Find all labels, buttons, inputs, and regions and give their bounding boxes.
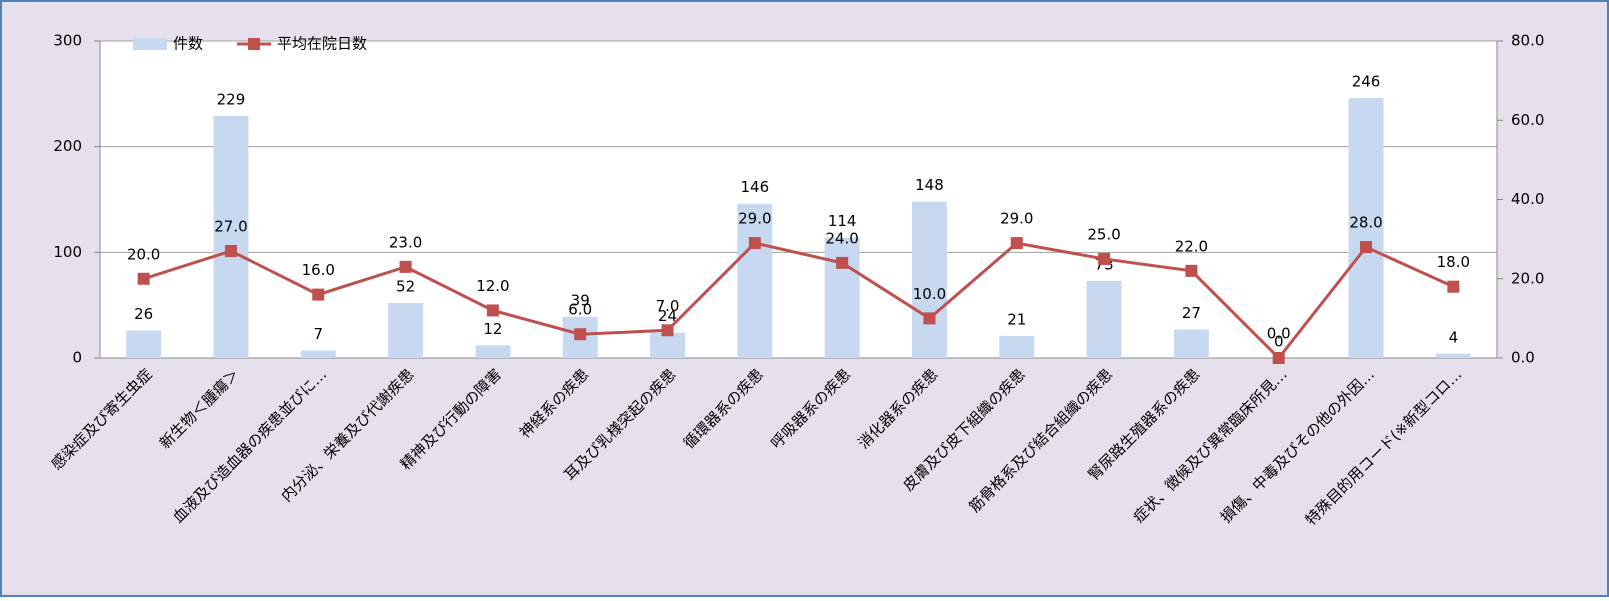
line-marker — [748, 237, 761, 250]
bar-value-label: 39 — [571, 291, 590, 309]
line-marker — [574, 328, 587, 341]
line-marker — [1447, 280, 1460, 293]
bar-value-label: 114 — [828, 212, 857, 230]
bar-value-label: 24 — [658, 307, 677, 325]
bar-value-label: 229 — [217, 91, 246, 109]
bar — [126, 330, 162, 358]
bar-value-label: 0 — [1274, 333, 1284, 351]
legend-label: 平均在院日数 — [277, 35, 367, 53]
bar — [737, 203, 773, 358]
line-value-label: 27.0 — [214, 218, 247, 236]
bar-value-label: 148 — [915, 176, 944, 194]
bar — [912, 201, 947, 358]
line-value-label: 24.0 — [825, 229, 858, 247]
y-tick-label: 100 — [53, 243, 82, 261]
line-value-label: 0.0 — [1267, 325, 1291, 343]
line-marker — [1010, 237, 1023, 250]
legend-label: 件数 — [173, 35, 203, 53]
line-value-label: 25.0 — [1087, 225, 1120, 243]
bar — [1173, 329, 1209, 358]
line-value-label: 6.0 — [568, 301, 592, 319]
line-value-label: 28.0 — [1349, 214, 1382, 232]
y-tick-label: 200 — [53, 137, 82, 155]
bar-value-label: 7 — [314, 325, 324, 343]
line-marker — [224, 245, 237, 258]
bar-value-label: 26 — [134, 305, 153, 323]
line — [143, 241, 1454, 361]
bar-value-label: 52 — [396, 278, 415, 296]
line-value-label: 7.0 — [656, 297, 680, 315]
bar — [1435, 353, 1471, 358]
y-tick-label: 0 — [72, 349, 82, 367]
line-value-label: 29.0 — [738, 210, 771, 228]
line-value-label: 18.0 — [1437, 253, 1470, 271]
legend-swatch — [133, 38, 167, 50]
bar — [1086, 280, 1122, 358]
y2-tick-label: 80.0 — [1511, 32, 1544, 50]
line-value-label: 12.0 — [476, 277, 509, 295]
line-marker — [1185, 264, 1198, 277]
bar — [650, 332, 685, 358]
line-marker — [1098, 252, 1111, 265]
bar-value-label: 246 — [1352, 73, 1381, 91]
line-value-label: 16.0 — [302, 261, 335, 279]
line-value-label: 20.0 — [127, 245, 160, 263]
line-marker — [486, 304, 499, 317]
bar-value-label: 146 — [741, 178, 770, 196]
bar — [300, 350, 336, 358]
y2-tick-label: 0.0 — [1511, 349, 1535, 367]
line-marker — [661, 324, 674, 337]
y2-tick-label: 60.0 — [1511, 111, 1544, 129]
line-value-label: 29.0 — [1000, 210, 1033, 228]
line-marker — [923, 312, 936, 325]
bar — [824, 237, 860, 358]
legend-swatch — [248, 38, 261, 50]
line-marker — [399, 260, 412, 273]
bar — [388, 303, 424, 358]
y2-tick-label: 40.0 — [1511, 190, 1544, 208]
bar-value-label: 4 — [1449, 328, 1459, 346]
line-marker — [836, 256, 849, 269]
plot-area — [100, 41, 1497, 358]
line-value-label: 10.0 — [913, 285, 946, 303]
line-value-label: 23.0 — [389, 233, 422, 251]
bar — [213, 116, 249, 358]
bar — [1348, 98, 1384, 358]
line-marker — [1360, 241, 1373, 254]
bar-value-label: 12 — [483, 320, 502, 338]
bar — [475, 345, 511, 358]
bar-value-label: 27 — [1182, 304, 1201, 322]
bar-value-label: 21 — [1007, 310, 1026, 328]
line-marker — [312, 288, 325, 301]
line-value-label: 22.0 — [1175, 237, 1208, 255]
bar — [999, 335, 1035, 358]
line-marker — [1272, 352, 1285, 364]
line-marker — [137, 272, 150, 285]
y-tick-label: 300 — [53, 32, 82, 50]
y2-tick-label: 20.0 — [1511, 269, 1544, 287]
